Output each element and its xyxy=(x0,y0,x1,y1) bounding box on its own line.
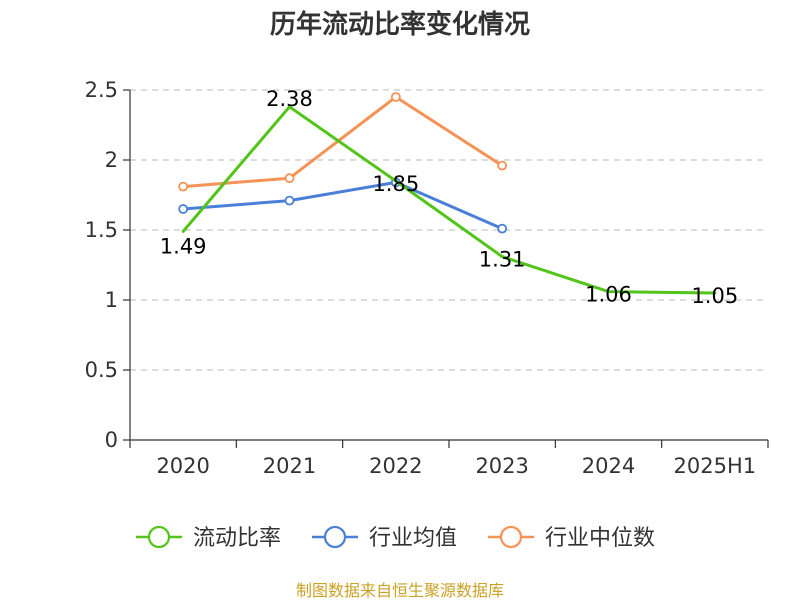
y-tick-label: 0 xyxy=(105,428,118,452)
x-tick-label: 2022 xyxy=(369,454,422,478)
series-point xyxy=(390,92,401,102)
series-point xyxy=(284,173,295,184)
legend-marker xyxy=(323,525,347,549)
series-line xyxy=(182,105,715,295)
series-line xyxy=(183,180,503,230)
series-point xyxy=(178,204,189,214)
chart-title: 历年流动比率变化情况 xyxy=(270,9,530,40)
series-layer xyxy=(178,92,717,295)
data-label: 1.06 xyxy=(585,283,632,307)
legend: 流动比率 行业均值 行业中位数 xyxy=(136,525,655,551)
legend-item: 流动比率 xyxy=(136,525,281,551)
source-note: 制图数据来自恒生聚源数据库 xyxy=(296,581,504,600)
legend-marker xyxy=(147,525,171,549)
legend-label: 行业中位数 xyxy=(545,526,655,551)
legend-label: 行业均值 xyxy=(369,526,457,551)
series-point xyxy=(497,160,508,171)
series-point xyxy=(178,181,189,192)
series-point xyxy=(284,195,295,206)
x-tick-label: 2020 xyxy=(156,454,209,478)
y-tick-label: 1.5 xyxy=(85,218,118,242)
x-tick-label: 2021 xyxy=(263,454,316,478)
series-point xyxy=(288,105,291,109)
legend-item: 行业中位数 xyxy=(488,525,655,551)
data-label: 1.49 xyxy=(160,234,207,258)
series-line xyxy=(183,95,503,189)
legend-item: 行业均值 xyxy=(312,525,457,551)
data-label: 1.05 xyxy=(691,284,738,308)
y-tick-label: 2 xyxy=(105,148,118,172)
axis-layer: 0 0.5 1 1.5 2 2.5 2020 2021 2022 2023 2024 2025H1 xyxy=(85,78,769,478)
series-point xyxy=(607,290,610,294)
data-label: 1.31 xyxy=(479,248,526,272)
legend-label: 流动比率 xyxy=(193,526,281,551)
grid-layer xyxy=(130,89,768,371)
legend-marker xyxy=(499,525,523,549)
series-point xyxy=(713,291,717,295)
x-tick-label: 2023 xyxy=(475,454,528,478)
data-label: 2.38 xyxy=(266,87,313,111)
data-label: 1.85 xyxy=(372,172,419,196)
y-tick-label: 1 xyxy=(105,288,118,312)
y-tick-label: 0.5 xyxy=(85,358,118,382)
y-tick-label: 2.5 xyxy=(85,78,118,102)
x-tick-label: 2024 xyxy=(582,454,635,478)
series-point xyxy=(394,179,398,183)
series-point xyxy=(500,255,504,259)
data-label-layer: 1.49 2.38 1.85 1.31 1.06 1.05 xyxy=(160,87,738,308)
x-tick-label: 2025H1 xyxy=(674,454,757,478)
series-point xyxy=(497,223,508,234)
series-point xyxy=(181,229,185,233)
